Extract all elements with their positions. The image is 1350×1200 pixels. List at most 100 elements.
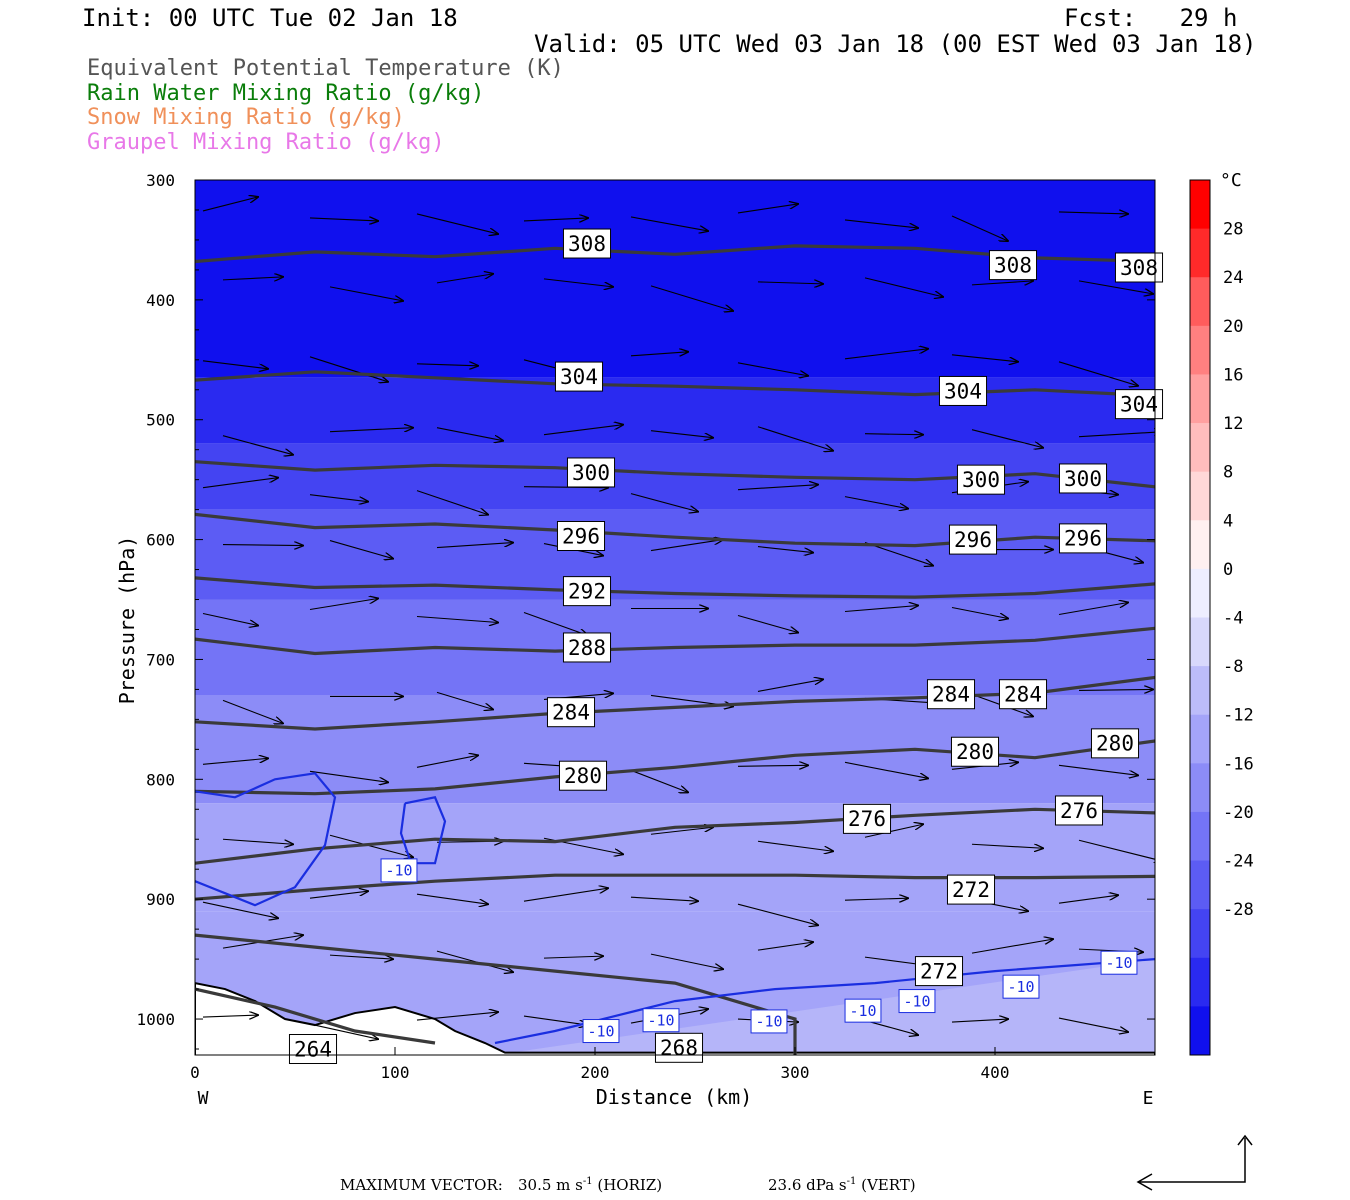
legend-graupel: Graupel Mixing Ratio (g/kg)	[87, 130, 445, 155]
colorbar-swatch	[1190, 860, 1210, 910]
x-axis-label: Distance (km)	[596, 1085, 753, 1109]
wind-vector	[523, 1015, 588, 1025]
theta-e-label-272: 272	[914, 956, 964, 987]
colorbar-tick-label: 0	[1223, 560, 1233, 580]
colorbar-frame	[1189, 179, 1211, 1056]
wind-vector	[202, 1015, 258, 1017]
x-tick-label: 200	[581, 1063, 610, 1082]
colorbar-tick-label: -16	[1223, 754, 1254, 774]
wind-vector	[630, 896, 698, 901]
wind-vector	[543, 278, 613, 287]
theta-e-label-304: 304	[554, 361, 604, 392]
max-vector-horiz: 30.5 m s-1 (HORIZ)	[518, 1176, 663, 1194]
wind-vector	[436, 427, 503, 441]
colorbar-swatch	[1190, 1006, 1210, 1056]
wind-vector	[202, 478, 278, 489]
wind-vector	[1058, 603, 1128, 616]
wind-vector	[844, 761, 928, 778]
colorbar-swatch	[1190, 811, 1210, 862]
wind-vector	[737, 485, 818, 491]
svg-text:-10: -10	[849, 1002, 876, 1020]
x-tick-label: 0	[190, 1063, 200, 1082]
valid-time: Valid: 05 UTC Wed 03 Jan 18 (00 EST Wed …	[534, 30, 1257, 58]
wind-vector	[329, 540, 393, 559]
x-east-label: E	[1143, 1088, 1154, 1109]
svg-text:276: 276	[1060, 799, 1098, 823]
max-vector-label: MAXIMUM VECTOR:	[340, 1176, 503, 1194]
svg-text:296: 296	[954, 528, 992, 552]
x-tick-label: 100	[381, 1063, 410, 1082]
theta-e-line-288	[195, 626, 1155, 656]
svg-text:292: 292	[568, 579, 606, 603]
svg-text:284: 284	[1004, 683, 1042, 707]
legend-rain-water: Rain Water Mixing Ratio (g/kg)	[87, 81, 485, 106]
wind-vector	[309, 891, 368, 899]
wind-vector	[202, 901, 278, 918]
cross-section-chart: 308 308 308 304 304 304 300 300 300 296 296 296 292 2…	[115, 170, 1254, 1109]
wind-vector	[971, 843, 1043, 848]
temperature-contours	[195, 772, 1155, 1045]
wind-vector	[971, 281, 1033, 285]
theta-e-label-280: 280	[558, 760, 608, 791]
x-west-label: W	[198, 1088, 209, 1109]
svg-text:-10: -10	[755, 1013, 782, 1031]
colorbar-swatch	[1190, 909, 1210, 959]
wind-vector	[630, 769, 688, 792]
colorbar-tick-label: 16	[1223, 365, 1243, 385]
temp-minus10-label: -10	[750, 1009, 788, 1034]
wind-vector	[757, 282, 823, 284]
wind-vector	[844, 898, 908, 900]
wind-vector	[309, 218, 378, 221]
wind-vector	[523, 218, 588, 221]
wind-vector	[1058, 764, 1138, 775]
wind-vector	[202, 197, 258, 212]
svg-text:308: 308	[994, 253, 1032, 277]
wind-vector	[329, 428, 413, 433]
colorbar-swatch	[1190, 617, 1210, 667]
svg-text:308: 308	[568, 232, 606, 256]
temp-minus10-label: -10	[898, 989, 936, 1014]
wind-vector	[329, 834, 413, 857]
wind-vector	[523, 888, 608, 902]
wind-vector	[222, 838, 293, 844]
max-vector-vert: 23.6 dPa s-1 (VERT)	[768, 1176, 916, 1194]
theta-e-label-276: 276	[842, 803, 892, 834]
temp-minus10-label: -10	[1002, 974, 1040, 999]
theta-e-line-284	[195, 675, 1155, 731]
y-tick-label: 400	[146, 291, 175, 310]
svg-text:284: 284	[932, 683, 970, 707]
wind-vector	[737, 362, 808, 376]
svg-text:300: 300	[1064, 467, 1102, 491]
wind-vector	[864, 434, 923, 435]
wind-vector	[1078, 280, 1153, 294]
theta-e-line-292	[195, 576, 1155, 599]
legend-snow: Snow Mixing Ratio (g/kg)	[87, 105, 405, 130]
svg-text:268: 268	[660, 1036, 698, 1060]
svg-text:304: 304	[944, 379, 982, 403]
wind-vector	[309, 599, 378, 611]
wind-vector	[543, 956, 603, 958]
wind-vector	[523, 611, 588, 636]
colorbar-tick-label: 12	[1223, 414, 1243, 434]
wind-vector	[202, 612, 258, 626]
init-time: Init: 00 UTC Tue 02 Jan 18	[82, 4, 458, 32]
temp-minus10-label: -10	[1100, 950, 1138, 975]
wind-vector	[329, 286, 403, 301]
wind-vector	[1058, 212, 1128, 214]
wind-vector	[951, 1019, 1008, 1022]
y-tick-label: 300	[146, 171, 175, 190]
wind-vector	[844, 606, 918, 613]
wind-vector	[202, 360, 268, 369]
wind-vector	[737, 903, 818, 925]
wind-vector	[844, 496, 908, 509]
theta-e-label-300: 300	[956, 464, 1006, 495]
wind-vector	[222, 435, 293, 455]
svg-text:280: 280	[1096, 732, 1134, 756]
colorbar-tick-label: 4	[1223, 511, 1233, 531]
x-tick-label: 400	[981, 1063, 1010, 1082]
y-tick-label: 500	[146, 411, 175, 430]
colorbar: 28 24 20 16 12 8 4 0 -4 -8 -12 -16 -20 -24 -28	[1189, 179, 1254, 1056]
wind-vector	[951, 354, 1018, 362]
colorbar-tick-label: 8	[1223, 463, 1233, 483]
wind-vector	[971, 939, 1053, 954]
